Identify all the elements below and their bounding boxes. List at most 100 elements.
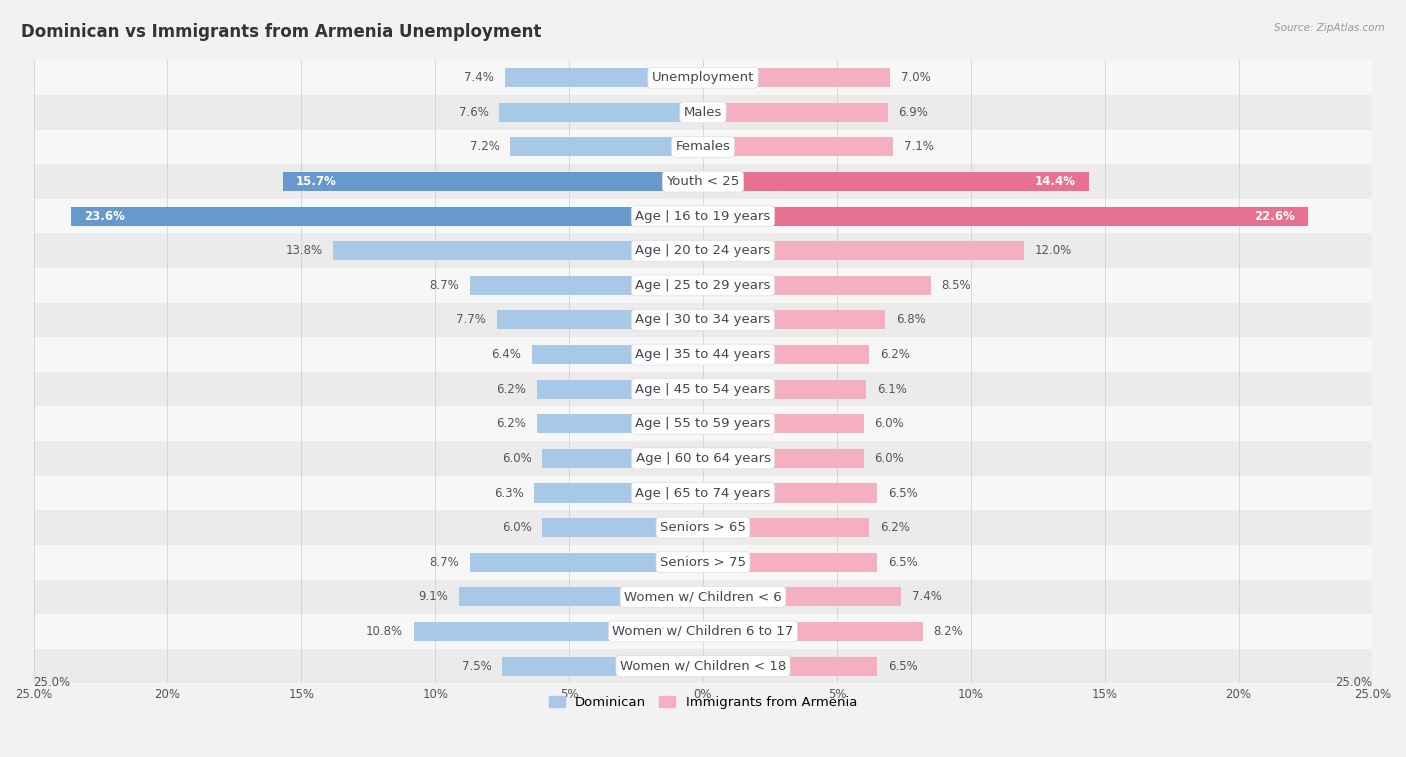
Bar xyxy=(703,484,877,503)
Bar xyxy=(502,656,703,675)
Bar xyxy=(543,518,703,537)
Text: 22.6%: 22.6% xyxy=(1254,210,1295,223)
Text: 6.0%: 6.0% xyxy=(502,521,531,534)
Text: Age | 16 to 19 years: Age | 16 to 19 years xyxy=(636,210,770,223)
Bar xyxy=(34,61,1372,95)
Bar xyxy=(470,553,703,572)
Text: Youth < 25: Youth < 25 xyxy=(666,175,740,188)
Bar xyxy=(703,380,866,399)
Bar xyxy=(703,276,931,295)
Bar xyxy=(283,172,703,191)
Bar xyxy=(703,656,877,675)
Text: 6.4%: 6.4% xyxy=(491,348,520,361)
Bar xyxy=(34,372,1372,407)
Bar xyxy=(34,475,1372,510)
Text: 6.9%: 6.9% xyxy=(898,106,928,119)
Text: 8.7%: 8.7% xyxy=(430,279,460,292)
Text: 6.2%: 6.2% xyxy=(880,348,910,361)
Bar xyxy=(703,414,863,433)
Text: 6.5%: 6.5% xyxy=(887,487,918,500)
Text: Age | 30 to 34 years: Age | 30 to 34 years xyxy=(636,313,770,326)
Text: 7.2%: 7.2% xyxy=(470,141,499,154)
Bar xyxy=(34,233,1372,268)
Bar xyxy=(72,207,703,226)
Text: 8.5%: 8.5% xyxy=(942,279,972,292)
Text: 7.4%: 7.4% xyxy=(464,71,494,84)
Legend: Dominican, Immigrants from Armenia: Dominican, Immigrants from Armenia xyxy=(544,690,862,714)
Bar xyxy=(34,199,1372,233)
Text: 25.0%: 25.0% xyxy=(34,675,70,689)
Text: Unemployment: Unemployment xyxy=(652,71,754,84)
Text: Age | 55 to 59 years: Age | 55 to 59 years xyxy=(636,417,770,430)
Text: 6.1%: 6.1% xyxy=(877,383,907,396)
Bar xyxy=(34,545,1372,580)
Bar xyxy=(34,649,1372,684)
Bar xyxy=(34,510,1372,545)
Text: Age | 35 to 44 years: Age | 35 to 44 years xyxy=(636,348,770,361)
Bar xyxy=(537,414,703,433)
Text: 6.0%: 6.0% xyxy=(875,452,904,465)
Text: Males: Males xyxy=(683,106,723,119)
Bar xyxy=(505,68,703,87)
Bar xyxy=(703,138,893,157)
Text: Women w/ Children < 6: Women w/ Children < 6 xyxy=(624,590,782,603)
Bar xyxy=(333,241,703,260)
Text: 7.1%: 7.1% xyxy=(904,141,934,154)
Bar xyxy=(34,441,1372,475)
Text: 14.4%: 14.4% xyxy=(1035,175,1076,188)
Bar xyxy=(34,338,1372,372)
Text: 23.6%: 23.6% xyxy=(84,210,125,223)
Text: 6.0%: 6.0% xyxy=(502,452,531,465)
Text: 6.8%: 6.8% xyxy=(896,313,925,326)
Text: 7.5%: 7.5% xyxy=(461,659,492,672)
Text: Seniors > 75: Seniors > 75 xyxy=(659,556,747,569)
Text: Women w/ Children < 18: Women w/ Children < 18 xyxy=(620,659,786,672)
Bar xyxy=(703,518,869,537)
Bar xyxy=(703,587,901,606)
Bar xyxy=(703,553,877,572)
Bar xyxy=(34,407,1372,441)
Text: Age | 45 to 54 years: Age | 45 to 54 years xyxy=(636,383,770,396)
Text: 8.7%: 8.7% xyxy=(430,556,460,569)
Text: 6.3%: 6.3% xyxy=(494,487,523,500)
Bar xyxy=(499,103,703,122)
Text: 7.7%: 7.7% xyxy=(456,313,486,326)
Text: 9.1%: 9.1% xyxy=(419,590,449,603)
Bar xyxy=(34,580,1372,614)
Bar xyxy=(34,95,1372,129)
Text: Age | 60 to 64 years: Age | 60 to 64 years xyxy=(636,452,770,465)
Text: Dominican vs Immigrants from Armenia Unemployment: Dominican vs Immigrants from Armenia Une… xyxy=(21,23,541,41)
Text: Females: Females xyxy=(675,141,731,154)
Text: 8.2%: 8.2% xyxy=(934,625,963,638)
Text: Seniors > 65: Seniors > 65 xyxy=(659,521,747,534)
Bar xyxy=(534,484,703,503)
Text: 6.5%: 6.5% xyxy=(887,659,918,672)
Text: Source: ZipAtlas.com: Source: ZipAtlas.com xyxy=(1274,23,1385,33)
Text: Women w/ Children 6 to 17: Women w/ Children 6 to 17 xyxy=(613,625,793,638)
Bar xyxy=(703,68,890,87)
Bar xyxy=(470,276,703,295)
Bar xyxy=(34,268,1372,303)
Bar xyxy=(413,622,703,641)
Bar xyxy=(531,345,703,364)
Bar xyxy=(703,345,869,364)
Text: 25.0%: 25.0% xyxy=(1336,675,1372,689)
Bar xyxy=(34,164,1372,199)
Bar xyxy=(703,310,886,329)
Text: 10.8%: 10.8% xyxy=(366,625,404,638)
Bar xyxy=(703,622,922,641)
Text: 7.6%: 7.6% xyxy=(458,106,489,119)
Bar xyxy=(510,138,703,157)
Text: 7.0%: 7.0% xyxy=(901,71,931,84)
Text: Age | 65 to 74 years: Age | 65 to 74 years xyxy=(636,487,770,500)
Text: 13.8%: 13.8% xyxy=(285,245,323,257)
Bar xyxy=(703,207,1308,226)
Bar xyxy=(703,172,1088,191)
Text: 6.0%: 6.0% xyxy=(875,417,904,430)
Text: 6.2%: 6.2% xyxy=(496,417,526,430)
Bar xyxy=(703,103,887,122)
Text: Age | 20 to 24 years: Age | 20 to 24 years xyxy=(636,245,770,257)
Bar xyxy=(537,380,703,399)
Bar xyxy=(496,310,703,329)
Bar xyxy=(34,129,1372,164)
